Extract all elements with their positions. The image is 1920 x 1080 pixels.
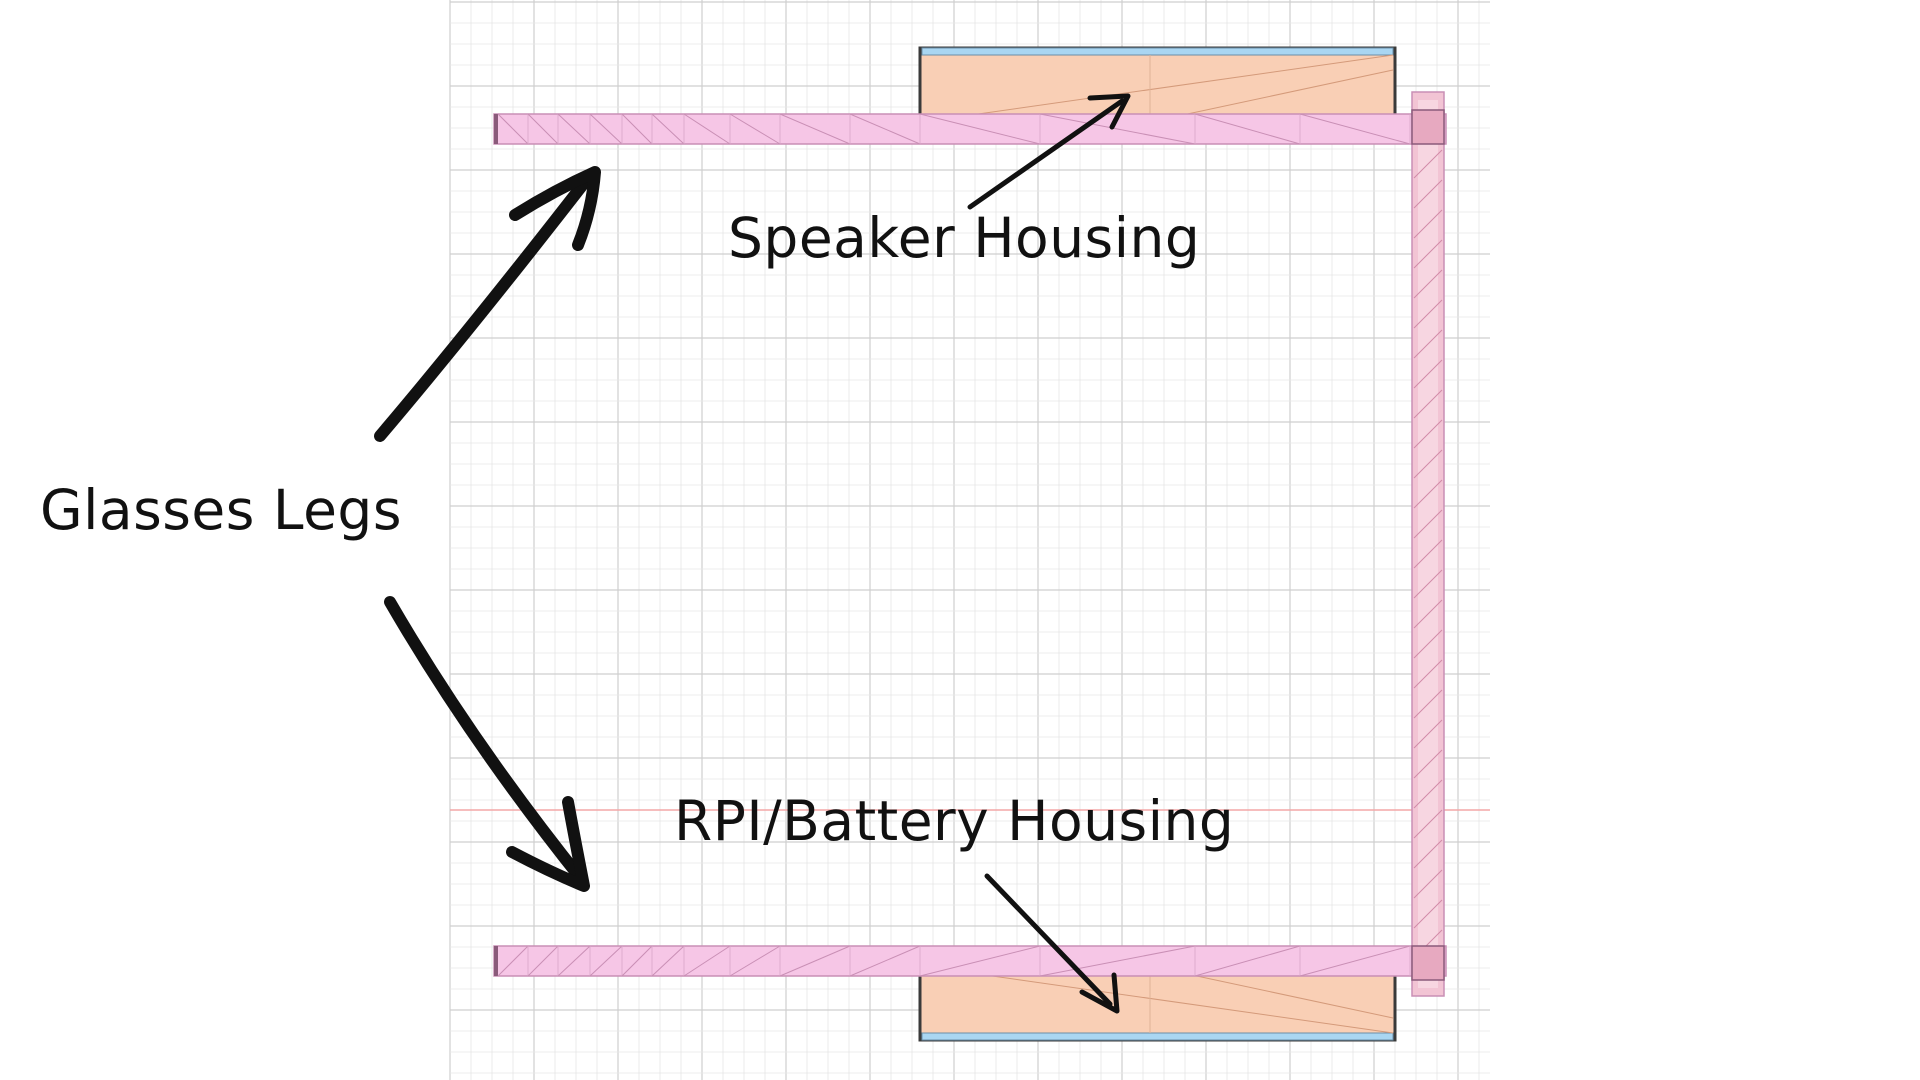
rpi-battery-housing-arrow bbox=[984, 873, 1120, 1014]
glasses-legs-arrow-up bbox=[374, 166, 601, 442]
grid-lines bbox=[449, 0, 1490, 1080]
speaker-housing-label: Speaker Housing bbox=[728, 206, 1201, 270]
glasses-legs-arrow-down bbox=[384, 596, 590, 892]
glasses-legs-label: Glasses Legs bbox=[40, 478, 402, 542]
glasses-leg-bottom bbox=[493, 945, 1447, 977]
glasses-leg-top bbox=[493, 113, 1447, 145]
speaker-housing-arrow bbox=[967, 93, 1131, 210]
rpi-battery-housing-label: RPI/Battery Housing bbox=[674, 789, 1235, 853]
speaker-housing-shape bbox=[918, 46, 1397, 124]
rpi-battery-housing-shape bbox=[918, 964, 1397, 1042]
front-frame bbox=[1411, 91, 1445, 997]
